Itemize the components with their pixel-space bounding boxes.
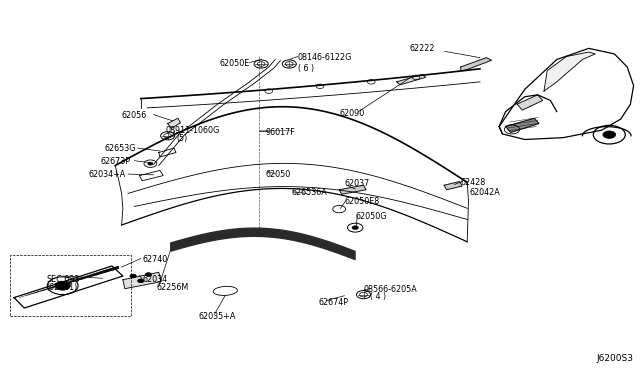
Text: 62050G: 62050G [355, 212, 387, 221]
Text: 62050E8: 62050E8 [344, 197, 380, 206]
Circle shape [55, 281, 70, 290]
Text: 62050E: 62050E [220, 59, 250, 68]
Circle shape [130, 274, 136, 278]
Text: 62428: 62428 [461, 178, 486, 187]
Polygon shape [461, 58, 492, 71]
Text: 62673P: 62673P [100, 157, 131, 166]
Circle shape [138, 279, 144, 283]
Text: 96017F: 96017F [266, 128, 295, 137]
Text: 62034: 62034 [142, 275, 167, 284]
Circle shape [603, 131, 616, 138]
Text: J6200S3: J6200S3 [596, 354, 634, 363]
Text: SEC.623: SEC.623 [46, 275, 79, 284]
Polygon shape [517, 95, 543, 110]
Text: 62740: 62740 [142, 255, 167, 264]
Text: ( 6 ): ( 6 ) [298, 64, 314, 73]
Polygon shape [397, 74, 426, 85]
Text: 08566-6205A: 08566-6205A [364, 285, 417, 294]
Text: 08911-1060G: 08911-1060G [165, 126, 220, 135]
Circle shape [148, 162, 153, 165]
Polygon shape [544, 52, 595, 91]
Polygon shape [506, 118, 539, 132]
Text: 62050: 62050 [266, 170, 291, 179]
Text: 62653G: 62653G [105, 144, 136, 153]
Text: 62056: 62056 [122, 111, 147, 120]
Text: (62301): (62301) [46, 283, 77, 292]
Polygon shape [168, 118, 180, 128]
Text: 08146-6122G: 08146-6122G [298, 53, 352, 62]
Circle shape [352, 226, 358, 230]
Text: 62035+A: 62035+A [198, 312, 236, 321]
Text: 626536A: 626536A [291, 188, 327, 197]
Text: 62037: 62037 [344, 179, 369, 187]
Text: 62090: 62090 [339, 109, 364, 118]
Text: (5): (5) [176, 134, 188, 143]
Text: 62674P: 62674P [319, 298, 349, 307]
Polygon shape [123, 272, 161, 289]
Text: 62222: 62222 [410, 44, 435, 53]
Circle shape [145, 273, 152, 276]
Text: 62256M: 62256M [157, 283, 189, 292]
Text: 62042A: 62042A [469, 188, 500, 197]
Polygon shape [339, 185, 366, 194]
Polygon shape [444, 182, 462, 190]
Text: 62034+A: 62034+A [88, 170, 125, 179]
Text: ( 4 ): ( 4 ) [370, 292, 386, 301]
